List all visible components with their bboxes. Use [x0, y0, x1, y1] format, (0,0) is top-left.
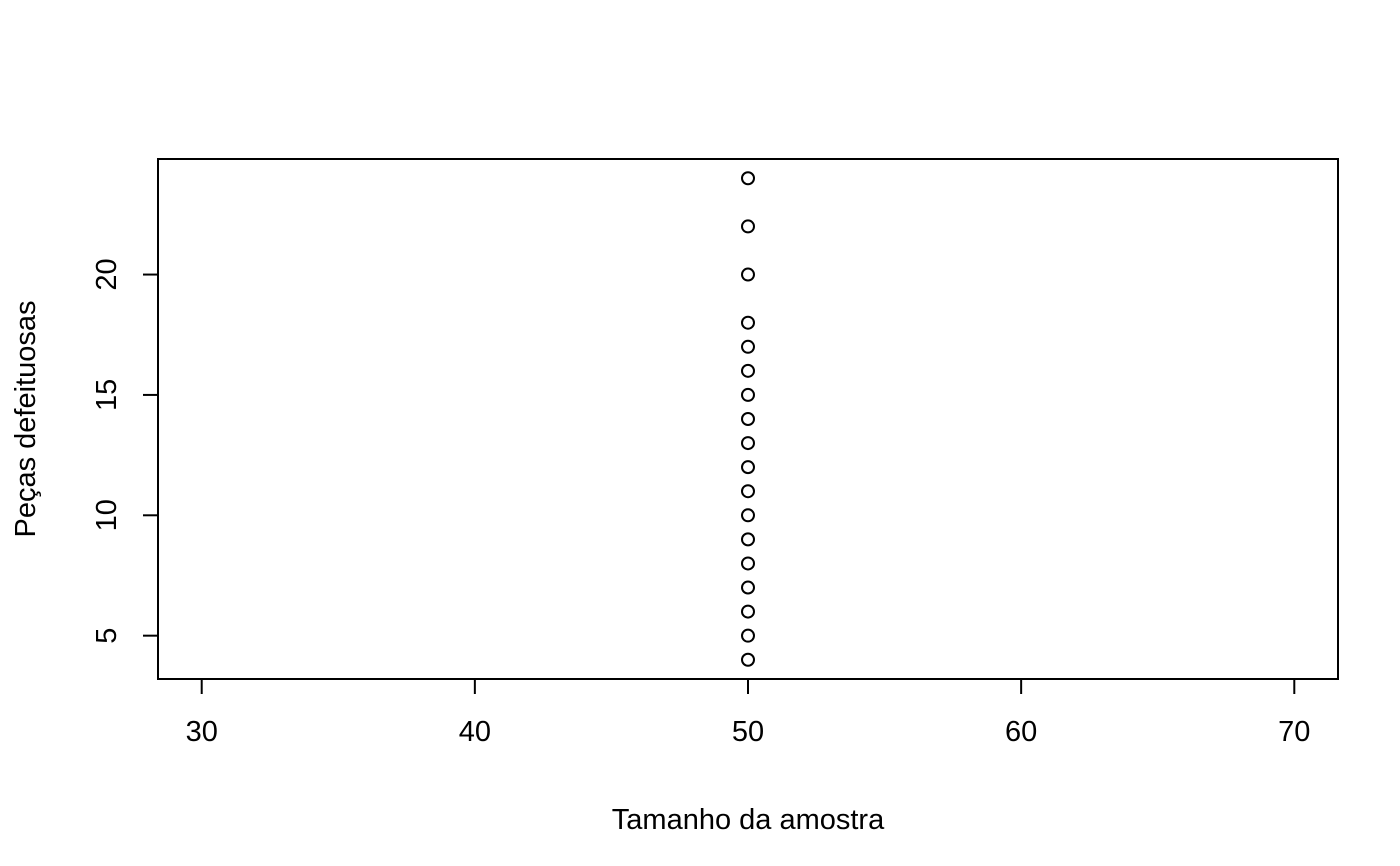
data-point	[741, 652, 755, 667]
data-point	[741, 267, 755, 282]
data-point	[741, 339, 755, 354]
y-tick-label: 5	[91, 628, 123, 644]
data-point	[741, 580, 755, 595]
data-point	[741, 532, 755, 547]
data-point	[741, 484, 755, 499]
y-tick-label: 20	[91, 258, 123, 290]
plot-box	[157, 158, 1339, 680]
y-axis: 5 10 15 20	[91, 258, 159, 644]
y-axis-title: Peças defeituosas	[10, 301, 42, 538]
data-points	[741, 171, 755, 667]
data-point	[741, 412, 755, 426]
y-tick-label: 10	[91, 499, 123, 531]
data-point	[741, 508, 755, 523]
x-tick-label: 50	[732, 716, 764, 748]
x-tick-label: 30	[186, 716, 218, 748]
data-point	[741, 628, 755, 643]
data-point	[741, 315, 755, 330]
data-point	[741, 460, 755, 475]
data-point	[741, 436, 755, 451]
data-point	[741, 556, 755, 571]
x-tick-label: 60	[1005, 716, 1037, 748]
data-point	[741, 219, 755, 234]
data-point	[741, 604, 755, 619]
data-point	[741, 363, 755, 378]
y-tick-label: 15	[91, 379, 123, 411]
data-point	[741, 387, 755, 402]
x-axis: 30 40 50 60 70	[186, 678, 1310, 748]
data-point	[741, 171, 755, 186]
x-axis-title: Tamanho da amostra	[612, 804, 885, 836]
x-tick-label: 40	[459, 716, 491, 748]
x-tick-label: 70	[1278, 716, 1310, 748]
